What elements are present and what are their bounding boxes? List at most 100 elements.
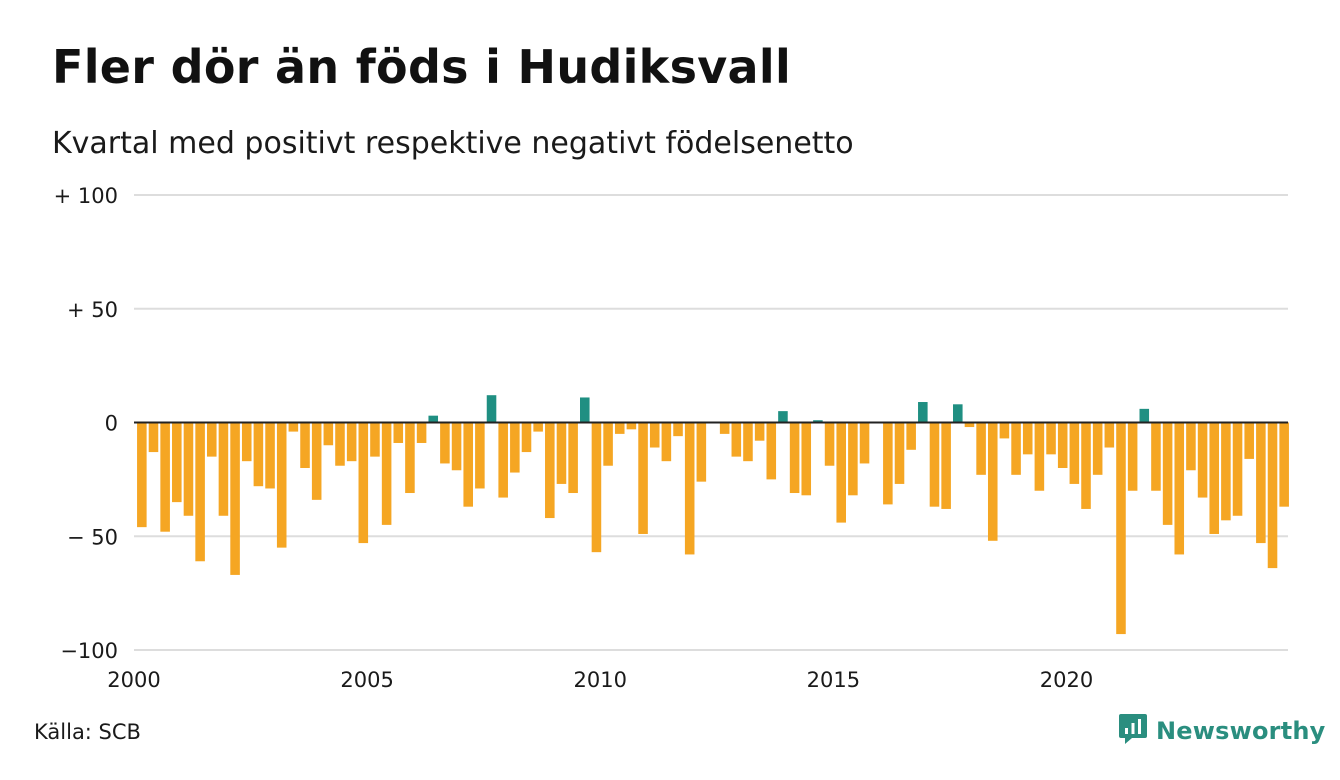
bar xyxy=(789,422,800,494)
bar xyxy=(918,402,928,423)
bar xyxy=(1232,422,1243,516)
bar xyxy=(288,422,299,432)
bar xyxy=(603,422,613,466)
bar xyxy=(405,422,415,494)
bar xyxy=(556,422,567,484)
bar xyxy=(813,420,823,423)
bar xyxy=(696,422,707,482)
bar xyxy=(381,422,392,525)
bar xyxy=(1197,422,1208,498)
x-tick-label: 2020 xyxy=(1040,668,1093,692)
y-tick-label: − 50 xyxy=(67,525,118,549)
newsworthy-logo-icon xyxy=(1118,712,1148,750)
bar xyxy=(276,422,287,548)
brand-name: Newsworthy xyxy=(1156,717,1326,745)
bar xyxy=(1022,422,1033,455)
bar xyxy=(1256,422,1266,544)
y-axis-tick-labels: + 100 + 50 0 − 50 −100 xyxy=(54,184,118,663)
bar xyxy=(521,422,532,453)
bar xyxy=(1174,422,1185,555)
bar xyxy=(719,422,730,434)
bar xyxy=(614,422,625,434)
bar xyxy=(906,422,916,450)
bar xyxy=(591,422,602,553)
bar xyxy=(1057,422,1068,468)
bar xyxy=(323,422,334,446)
bar xyxy=(580,397,590,423)
bar xyxy=(1267,422,1278,569)
bar xyxy=(440,422,450,464)
bar xyxy=(1081,422,1091,509)
bar xyxy=(370,422,380,457)
bar xyxy=(358,422,369,544)
x-tick-label: 2015 xyxy=(807,668,860,692)
chart-subtitle: Kvartal med positivt respektive negativt… xyxy=(52,126,854,161)
bar xyxy=(335,422,345,466)
bar xyxy=(1162,422,1173,525)
bar xyxy=(987,422,998,541)
bar xyxy=(976,422,986,475)
bar xyxy=(894,422,905,484)
bar xyxy=(568,422,578,494)
bar xyxy=(883,422,893,505)
bar xyxy=(964,422,975,428)
bar xyxy=(545,422,555,519)
bar xyxy=(778,411,788,423)
bar xyxy=(824,422,835,466)
y-tick-label: + 100 xyxy=(54,184,118,208)
bar xyxy=(953,404,963,423)
bar xyxy=(230,422,240,575)
bar xyxy=(661,422,672,462)
bar xyxy=(463,422,473,507)
bar xyxy=(172,422,182,503)
bar xyxy=(486,395,497,423)
brand-logo[interactable]: Newsworthy xyxy=(1118,712,1326,750)
bar xyxy=(848,422,858,496)
bar xyxy=(428,415,439,423)
bar xyxy=(241,422,252,462)
bar xyxy=(1244,422,1254,459)
bar xyxy=(766,422,777,480)
bar xyxy=(1092,422,1103,475)
bar xyxy=(206,422,217,457)
bar xyxy=(1209,422,1220,534)
bar xyxy=(836,422,846,523)
bar xyxy=(1139,408,1150,423)
bar xyxy=(533,422,543,432)
bar xyxy=(638,422,648,534)
bar xyxy=(1069,422,1080,484)
bars xyxy=(137,395,1289,635)
bar xyxy=(1221,422,1231,521)
x-axis-tick-labels: 2000 2005 2010 2015 2020 xyxy=(107,668,1093,692)
bar xyxy=(510,422,520,473)
bar xyxy=(311,422,322,500)
bar xyxy=(731,422,742,457)
source-label: Källa: SCB xyxy=(34,720,141,744)
bar xyxy=(1034,422,1045,491)
bar xyxy=(1046,422,1056,455)
y-tick-label: −100 xyxy=(60,639,118,663)
bar xyxy=(137,422,147,528)
bar xyxy=(1279,422,1289,507)
bar xyxy=(253,422,264,487)
bar xyxy=(393,422,404,443)
bar xyxy=(1127,422,1138,491)
bar xyxy=(195,422,205,562)
bar xyxy=(859,422,870,464)
x-tick-label: 2010 xyxy=(574,668,627,692)
grid-lines xyxy=(134,194,1288,651)
bar xyxy=(265,422,275,489)
bar xyxy=(684,422,695,555)
bar xyxy=(218,422,229,516)
chart-title: Fler dör än föds i Hudiksvall xyxy=(52,40,792,94)
bar xyxy=(1151,422,1161,491)
bar xyxy=(1116,422,1126,635)
x-tick-label: 2000 xyxy=(107,668,160,692)
bar xyxy=(451,422,462,471)
bar xyxy=(416,422,427,443)
bar xyxy=(649,422,660,448)
bar xyxy=(346,422,357,462)
y-tick-label: 0 xyxy=(105,412,118,436)
y-tick-label: + 50 xyxy=(67,298,118,322)
bar xyxy=(941,422,951,509)
